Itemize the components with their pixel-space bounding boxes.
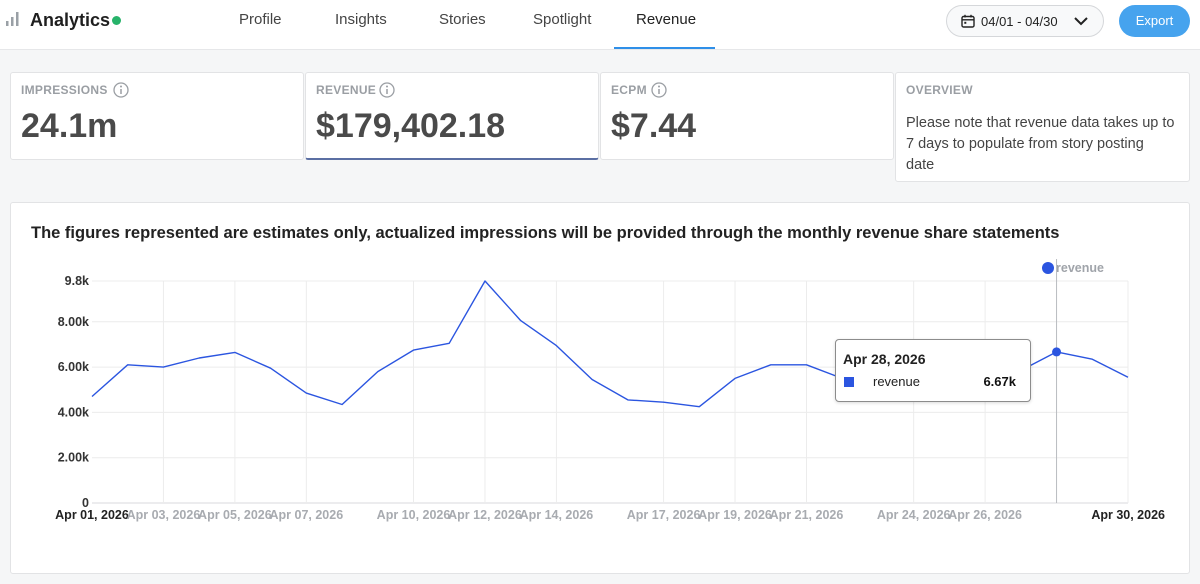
- chart-disclaimer-title: The figures represented are estimates on…: [31, 224, 1060, 242]
- data-point: [90, 395, 94, 399]
- highlighted-data-point: [1052, 347, 1062, 357]
- x-tick-label: Apr 14, 2026: [520, 508, 594, 522]
- y-tick-label: 8.00k: [58, 315, 89, 329]
- x-tick-label: Apr 26, 2026: [948, 508, 1022, 522]
- data-point: [197, 356, 201, 360]
- revenue-chart-panel: The figures represented are estimates on…: [10, 202, 1190, 574]
- data-point: [554, 344, 558, 348]
- data-point: [769, 363, 773, 367]
- overview-label: OVERVIEW: [906, 83, 973, 97]
- tab-revenue[interactable]: Revenue: [636, 11, 697, 28]
- y-tick-label: 2.00k: [58, 451, 89, 465]
- data-point: [662, 400, 666, 404]
- x-tick-label: Apr 19, 2026: [698, 508, 772, 522]
- ecpm-value: $7.44: [611, 107, 697, 145]
- data-point: [519, 319, 523, 323]
- info-icon[interactable]: [651, 82, 667, 98]
- tooltip-date: Apr 28, 2026: [843, 351, 926, 367]
- x-tick-label: Apr 07, 2026: [270, 508, 344, 522]
- data-point: [340, 402, 344, 406]
- tooltip-series-label: revenue: [873, 374, 920, 389]
- x-tick-label: Apr 01, 2026: [55, 508, 129, 522]
- chevron-down-icon: [1074, 17, 1088, 26]
- data-point: [697, 405, 701, 409]
- y-tick-label: 4.00k: [58, 405, 89, 419]
- data-point: [733, 376, 737, 380]
- data-point: [483, 279, 487, 283]
- data-point: [233, 350, 237, 354]
- tab-insights[interactable]: Insights: [335, 11, 387, 28]
- data-point: [376, 370, 380, 374]
- y-tick-label: 6.00k: [58, 360, 89, 374]
- status-dot: [112, 16, 121, 25]
- bar-chart-icon: [6, 12, 19, 26]
- impressions-value: 24.1m: [21, 107, 118, 145]
- date-range-label: 04/01 - 04/30: [981, 14, 1058, 29]
- x-tick-label: Apr 24, 2026: [877, 508, 951, 522]
- x-tick-label: Apr 21, 2026: [770, 508, 844, 522]
- ecpm-label: ECPM: [611, 83, 647, 97]
- top-bar: Analytics Profile Insights Stories Spotl…: [0, 0, 1200, 50]
- data-point: [626, 398, 630, 402]
- impressions-card[interactable]: IMPRESSIONS 24.1m: [10, 72, 304, 160]
- data-point: [412, 348, 416, 352]
- data-point: [269, 366, 273, 370]
- tooltip-swatch: [844, 377, 854, 387]
- data-point: [447, 341, 451, 345]
- chart-tooltip: Apr 28, 2026 revenue 6.67k: [835, 339, 1031, 402]
- data-point: [804, 363, 808, 367]
- calendar-icon: [961, 14, 975, 28]
- revenue-value: $179,402.18: [316, 107, 506, 145]
- x-tick-label: Apr 12, 2026: [448, 508, 522, 522]
- y-tick-label: 0: [82, 496, 89, 510]
- active-tab-indicator: [614, 47, 715, 49]
- ecpm-card[interactable]: ECPM $7.44: [600, 72, 894, 160]
- tab-profile[interactable]: Profile: [239, 11, 282, 28]
- tab-stories[interactable]: Stories: [439, 11, 486, 28]
- x-tick-label: Apr 05, 2026: [198, 508, 272, 522]
- data-point: [1126, 375, 1130, 379]
- legend-marker: [1042, 262, 1054, 274]
- y-tick-label: 9.8k: [65, 274, 89, 288]
- data-point: [304, 391, 308, 395]
- info-icon[interactable]: [113, 82, 129, 98]
- x-tick-label: Apr 17, 2026: [627, 508, 701, 522]
- x-tick-label: Apr 10, 2026: [377, 508, 451, 522]
- x-tick-label: Apr 03, 2026: [127, 508, 201, 522]
- app-title: Analytics: [30, 10, 111, 30]
- overview-note: Please note that revenue data takes up t…: [906, 115, 1175, 173]
- impressions-label: IMPRESSIONS: [21, 83, 108, 97]
- data-point: [590, 378, 594, 382]
- data-point: [161, 365, 165, 369]
- date-range-picker[interactable]: 04/01 - 04/30: [946, 5, 1104, 37]
- data-point: [1090, 357, 1094, 361]
- revenue-label: REVENUE: [316, 83, 377, 97]
- tab-spotlight[interactable]: Spotlight: [533, 11, 592, 28]
- info-icon[interactable]: [379, 82, 395, 98]
- data-point: [126, 363, 130, 367]
- export-button[interactable]: Export: [1119, 5, 1190, 37]
- x-tick-label: Apr 30, 2026: [1091, 508, 1165, 522]
- revenue-card[interactable]: REVENUE $179,402.18: [305, 72, 599, 160]
- tooltip-value: 6.67k: [983, 374, 1016, 389]
- overview-card: OVERVIEW Please note that revenue data t…: [895, 72, 1190, 182]
- legend-label: revenue: [1056, 261, 1104, 275]
